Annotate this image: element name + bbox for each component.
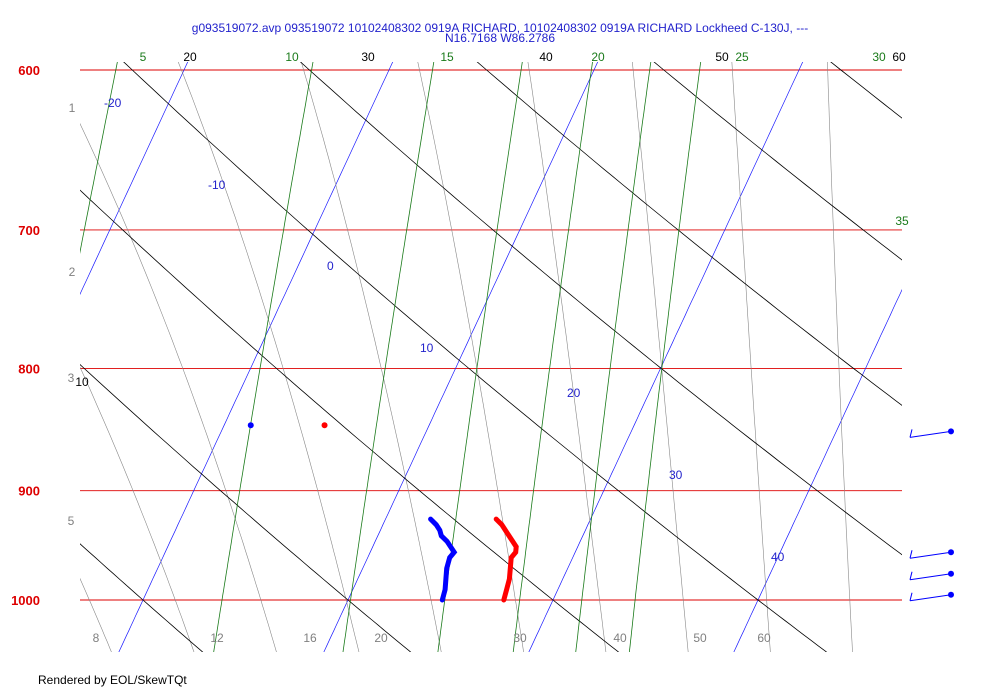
mixing-ratio-line bbox=[80, 62, 118, 255]
wind-barbs bbox=[909, 428, 954, 602]
altitude-label: 3 bbox=[68, 371, 75, 385]
wind-barb-shaft bbox=[909, 573, 952, 581]
moist-adiabat-line bbox=[731, 62, 771, 652]
mixing-ratio-label: 25 bbox=[735, 50, 749, 64]
altitude-label: 2 bbox=[69, 265, 76, 279]
isotherm-label: 20 bbox=[567, 386, 581, 400]
chart-title-line2: N16.7168 W86.2786 bbox=[445, 31, 555, 45]
isotherm-label: 40 bbox=[771, 550, 785, 564]
moist-adiabat-line bbox=[80, 366, 195, 652]
wind-barb-flag bbox=[909, 571, 913, 580]
mixing-ratio-label: 10 bbox=[285, 50, 299, 64]
dry-adiabat-label: 60 bbox=[892, 50, 906, 64]
moist-adiabat-line bbox=[177, 62, 360, 652]
altitude-label: 1 bbox=[69, 101, 76, 115]
wind-barb-shaft bbox=[909, 430, 952, 438]
mixing-ratio-line bbox=[575, 62, 652, 652]
isotherm-line bbox=[528, 62, 804, 652]
dry-adiabat-line bbox=[653, 62, 902, 261]
dry-adiabat-label: 40 bbox=[539, 50, 553, 64]
isotherm-line bbox=[733, 288, 902, 652]
dry-adiabat-label: 20 bbox=[183, 50, 197, 64]
bottom-axis-label: 40 bbox=[613, 631, 627, 645]
bottom-axis-label: 12 bbox=[210, 631, 224, 645]
dry-adiabat-line bbox=[123, 62, 828, 652]
wind-barb-flag bbox=[909, 592, 913, 601]
altitude-label: 5 bbox=[68, 514, 75, 528]
mixing-ratio-line bbox=[213, 62, 314, 652]
moist-adiabat-line bbox=[417, 62, 524, 652]
moist-adiabat-line bbox=[80, 577, 112, 652]
diagram-grid bbox=[0, 0, 1000, 660]
moist-adiabat-line bbox=[919, 0, 935, 660]
dry-adiabat-line bbox=[0, 0, 4, 660]
isotherm-label: 30 bbox=[669, 468, 683, 482]
dry-adiabat-line bbox=[299, 62, 902, 556]
sounding-point bbox=[247, 422, 254, 429]
sounding-trace bbox=[493, 516, 519, 603]
bottom-axis-label: 8 bbox=[93, 631, 100, 645]
mixing-ratio-line bbox=[512, 62, 593, 652]
dry-adiabat-line bbox=[476, 62, 902, 406]
pressure-label: 1000 bbox=[11, 593, 40, 608]
mixing-ratio-label: 30 bbox=[872, 50, 886, 64]
dry-adiabat-label: 50 bbox=[715, 50, 729, 64]
mixing-ratio-label: 5 bbox=[140, 50, 147, 64]
wind-barb-shaft bbox=[909, 551, 952, 559]
moist-adiabat-line bbox=[300, 62, 442, 652]
wind-barb bbox=[909, 591, 954, 602]
dry-adiabat-line bbox=[830, 62, 902, 119]
wind-barb-flag bbox=[909, 550, 913, 559]
bottom-axis-label: 16 bbox=[303, 631, 317, 645]
dry-adiabat-line bbox=[80, 543, 204, 652]
moist-adiabat-line bbox=[632, 62, 689, 652]
mixing-ratio-label: 35 bbox=[895, 214, 909, 228]
bottom-axis-label: 20 bbox=[374, 631, 388, 645]
mixing-ratio-label: 20 bbox=[591, 50, 605, 64]
wind-barb bbox=[909, 549, 954, 559]
bottom-axis-label: 50 bbox=[693, 631, 707, 645]
moist-adiabat-line bbox=[0, 0, 33, 660]
isotherm-line bbox=[80, 62, 189, 295]
wind-barb-flag bbox=[909, 429, 913, 438]
pressure-label: 700 bbox=[18, 223, 40, 238]
isotherm-line bbox=[118, 62, 394, 652]
isotherm-line bbox=[935, 0, 1000, 660]
sounding-trace bbox=[428, 516, 458, 603]
mixing-ratio-label: 15 bbox=[440, 50, 454, 64]
dry-adiabat-label: 10 bbox=[75, 375, 89, 389]
sounding-profile bbox=[247, 422, 519, 603]
isotherm-label: -10 bbox=[208, 178, 226, 192]
bottom-axis-label: 60 bbox=[757, 631, 771, 645]
mixing-ratio-line bbox=[342, 62, 435, 652]
wind-barb bbox=[909, 428, 954, 438]
dry-adiabat-line bbox=[80, 364, 412, 652]
isotherm-label: 10 bbox=[420, 341, 434, 355]
pressure-label: 800 bbox=[18, 361, 40, 376]
isotherm-label: 0 bbox=[327, 259, 334, 273]
chart-title-line1: g093519072.avp 093519072 10102408302 091… bbox=[192, 21, 808, 35]
dry-adiabat-label: 30 bbox=[361, 50, 375, 64]
moist-adiabat-line bbox=[827, 62, 853, 652]
moist-adiabat-line bbox=[80, 122, 277, 652]
bottom-axis-label: 30 bbox=[513, 631, 527, 645]
wind-barb-shaft bbox=[909, 594, 952, 602]
sounding-point bbox=[321, 422, 328, 429]
footer-credit: Rendered by EOL/SkewTQt bbox=[38, 673, 187, 687]
mixing-ratio-line bbox=[628, 62, 702, 652]
pressure-label: 600 bbox=[18, 63, 40, 78]
dry-adiabat-line bbox=[80, 189, 620, 652]
pressure-label: 900 bbox=[18, 484, 40, 499]
isotherm-label: -20 bbox=[104, 96, 122, 110]
isotherm-line bbox=[323, 62, 599, 652]
moist-adiabat-line bbox=[527, 62, 607, 652]
isotherm-line bbox=[0, 0, 12, 660]
wind-barb bbox=[909, 570, 954, 581]
